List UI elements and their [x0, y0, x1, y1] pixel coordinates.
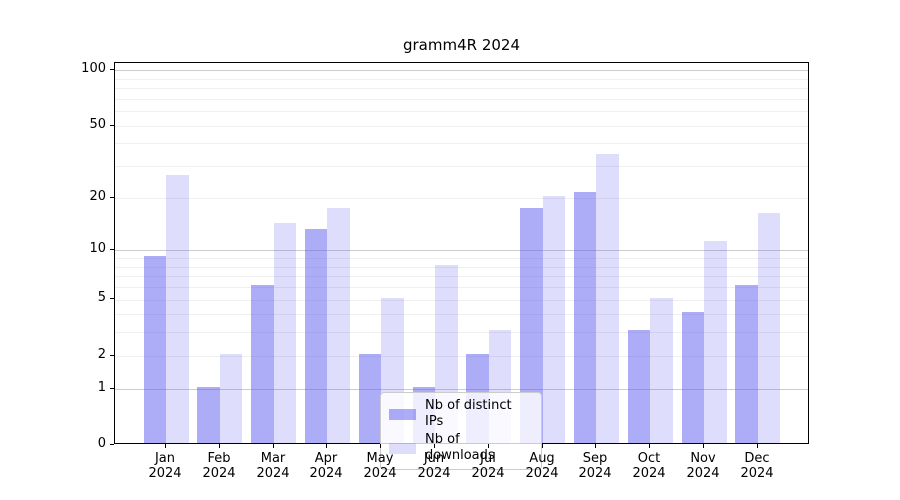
plot-area: Nb of distinct IPs Nb of downloads: [114, 62, 809, 470]
x-tick-label-oct: Oct 2024: [632, 451, 666, 481]
bar-oct-distinct-ips: [627, 330, 651, 443]
gridline-70: [115, 98, 808, 100]
bar-sep-downloads: [596, 154, 619, 443]
gridline-100: [115, 70, 808, 72]
y-tick-label-0: 0: [97, 436, 106, 451]
bar-aug-downloads: [542, 195, 566, 443]
x-tick-label-apr: Apr 2024: [309, 451, 343, 481]
gridline-9: [115, 258, 808, 259]
x-tick-label-dec: Dec 2024: [740, 451, 774, 481]
legend: Nb of distinct IPs Nb of downloads: [380, 392, 542, 470]
x-tick-mark-jun: [434, 444, 435, 448]
bar-mar-downloads: [273, 223, 297, 443]
gridline-5: [115, 299, 808, 301]
gridline-80: [115, 88, 808, 90]
y-tick-mark-0: [110, 444, 114, 445]
gridline-3: [115, 332, 808, 334]
bar-dec-downloads: [757, 212, 781, 443]
gridline-7: [115, 276, 808, 278]
bar-aug-distinct-ips: [520, 208, 543, 443]
y-tick-label-1: 1: [97, 379, 106, 395]
x-tick-mark-sep: [595, 444, 596, 448]
x-tick-mark-apr: [326, 444, 327, 448]
x-tick-mark-jul: [488, 444, 489, 448]
bar-mar-distinct-ips: [251, 285, 274, 443]
bar-jan-downloads: [166, 175, 189, 443]
y-tick-label-5: 5: [97, 290, 106, 306]
y-tick-label-2: 2: [97, 346, 106, 362]
bar-oct-downloads: [650, 297, 673, 443]
x-tick-label-sep: Sep 2024: [578, 451, 612, 481]
chart-title: gramm4R 2024: [402, 36, 520, 54]
y-tick-label-20: 20: [89, 188, 106, 204]
gridline-6: [115, 287, 808, 288]
gridline-1: [115, 388, 808, 390]
legend-swatch-downloads-icon: [389, 442, 416, 454]
bar-feb-distinct-ips: [197, 386, 220, 443]
x-tick-label-feb: Feb 2024: [202, 451, 236, 481]
gridline-2: [115, 355, 808, 357]
y-tick-label-100: 100: [81, 61, 106, 77]
y-tick-mark-50: [110, 125, 114, 126]
y-tick-mark-100: [110, 69, 114, 70]
x-tick-mark-feb: [219, 444, 220, 448]
bar-may-distinct-ips: [358, 353, 382, 443]
y-tick-mark-5: [110, 298, 114, 299]
legend-label-distinct-ips: Nb of distinct IPs: [425, 398, 512, 429]
x-tick-mark-mar: [273, 444, 274, 448]
bar-jan-distinct-ips: [143, 256, 166, 443]
x-tick-mark-aug: [542, 444, 543, 448]
legend-item-downloads: Nb of downloads: [389, 432, 533, 464]
gridline-60: [115, 111, 808, 113]
bar-apr-downloads: [327, 208, 350, 443]
gridline-50: [115, 125, 808, 127]
x-tick-mark-may: [380, 444, 381, 448]
legend-label-downloads: Nb of downloads: [425, 432, 495, 463]
gridline-40: [115, 143, 808, 145]
gridline-30: [115, 166, 808, 168]
gridline-90: [115, 78, 808, 80]
x-tick-label-may: May 2024: [363, 451, 397, 481]
legend-swatch-distinct-ips-icon: [389, 408, 416, 420]
bar-nov-downloads: [704, 241, 727, 443]
y-tick-mark-10: [110, 249, 114, 250]
gridline-20: [115, 197, 808, 199]
x-tick-mark-dec: [757, 444, 758, 448]
y-tick-label-10: 10: [89, 241, 106, 257]
x-tick-mark-oct: [649, 444, 650, 448]
x-tick-mark-jan: [165, 444, 166, 448]
gridline-4: [115, 314, 808, 316]
bar-sep-distinct-ips: [573, 192, 597, 443]
bar-apr-distinct-ips: [304, 228, 328, 443]
x-tick-label-mar: Mar 2024: [256, 451, 290, 481]
bar-nov-distinct-ips: [681, 312, 704, 443]
legend-item-distinct-ips: Nb of distinct IPs: [389, 398, 533, 430]
x-tick-label-jun: Jun 2024: [417, 451, 451, 481]
x-tick-label-jul: Jul 2024: [471, 451, 505, 481]
gridline-10: [115, 250, 808, 252]
y-tick-mark-20: [110, 197, 114, 198]
y-tick-mark-2: [110, 355, 114, 356]
bar-dec-distinct-ips: [735, 285, 758, 443]
x-tick-label-jan: Jan 2024: [148, 451, 182, 481]
bar-feb-downloads: [219, 353, 243, 443]
y-tick-label-50: 50: [89, 116, 106, 132]
y-tick-mark-1: [110, 388, 114, 389]
x-tick-label-aug: Aug 2024: [525, 451, 559, 481]
gridline-8: [115, 266, 808, 268]
x-tick-label-nov: Nov 2024: [686, 451, 720, 481]
x-tick-mark-nov: [703, 444, 704, 448]
